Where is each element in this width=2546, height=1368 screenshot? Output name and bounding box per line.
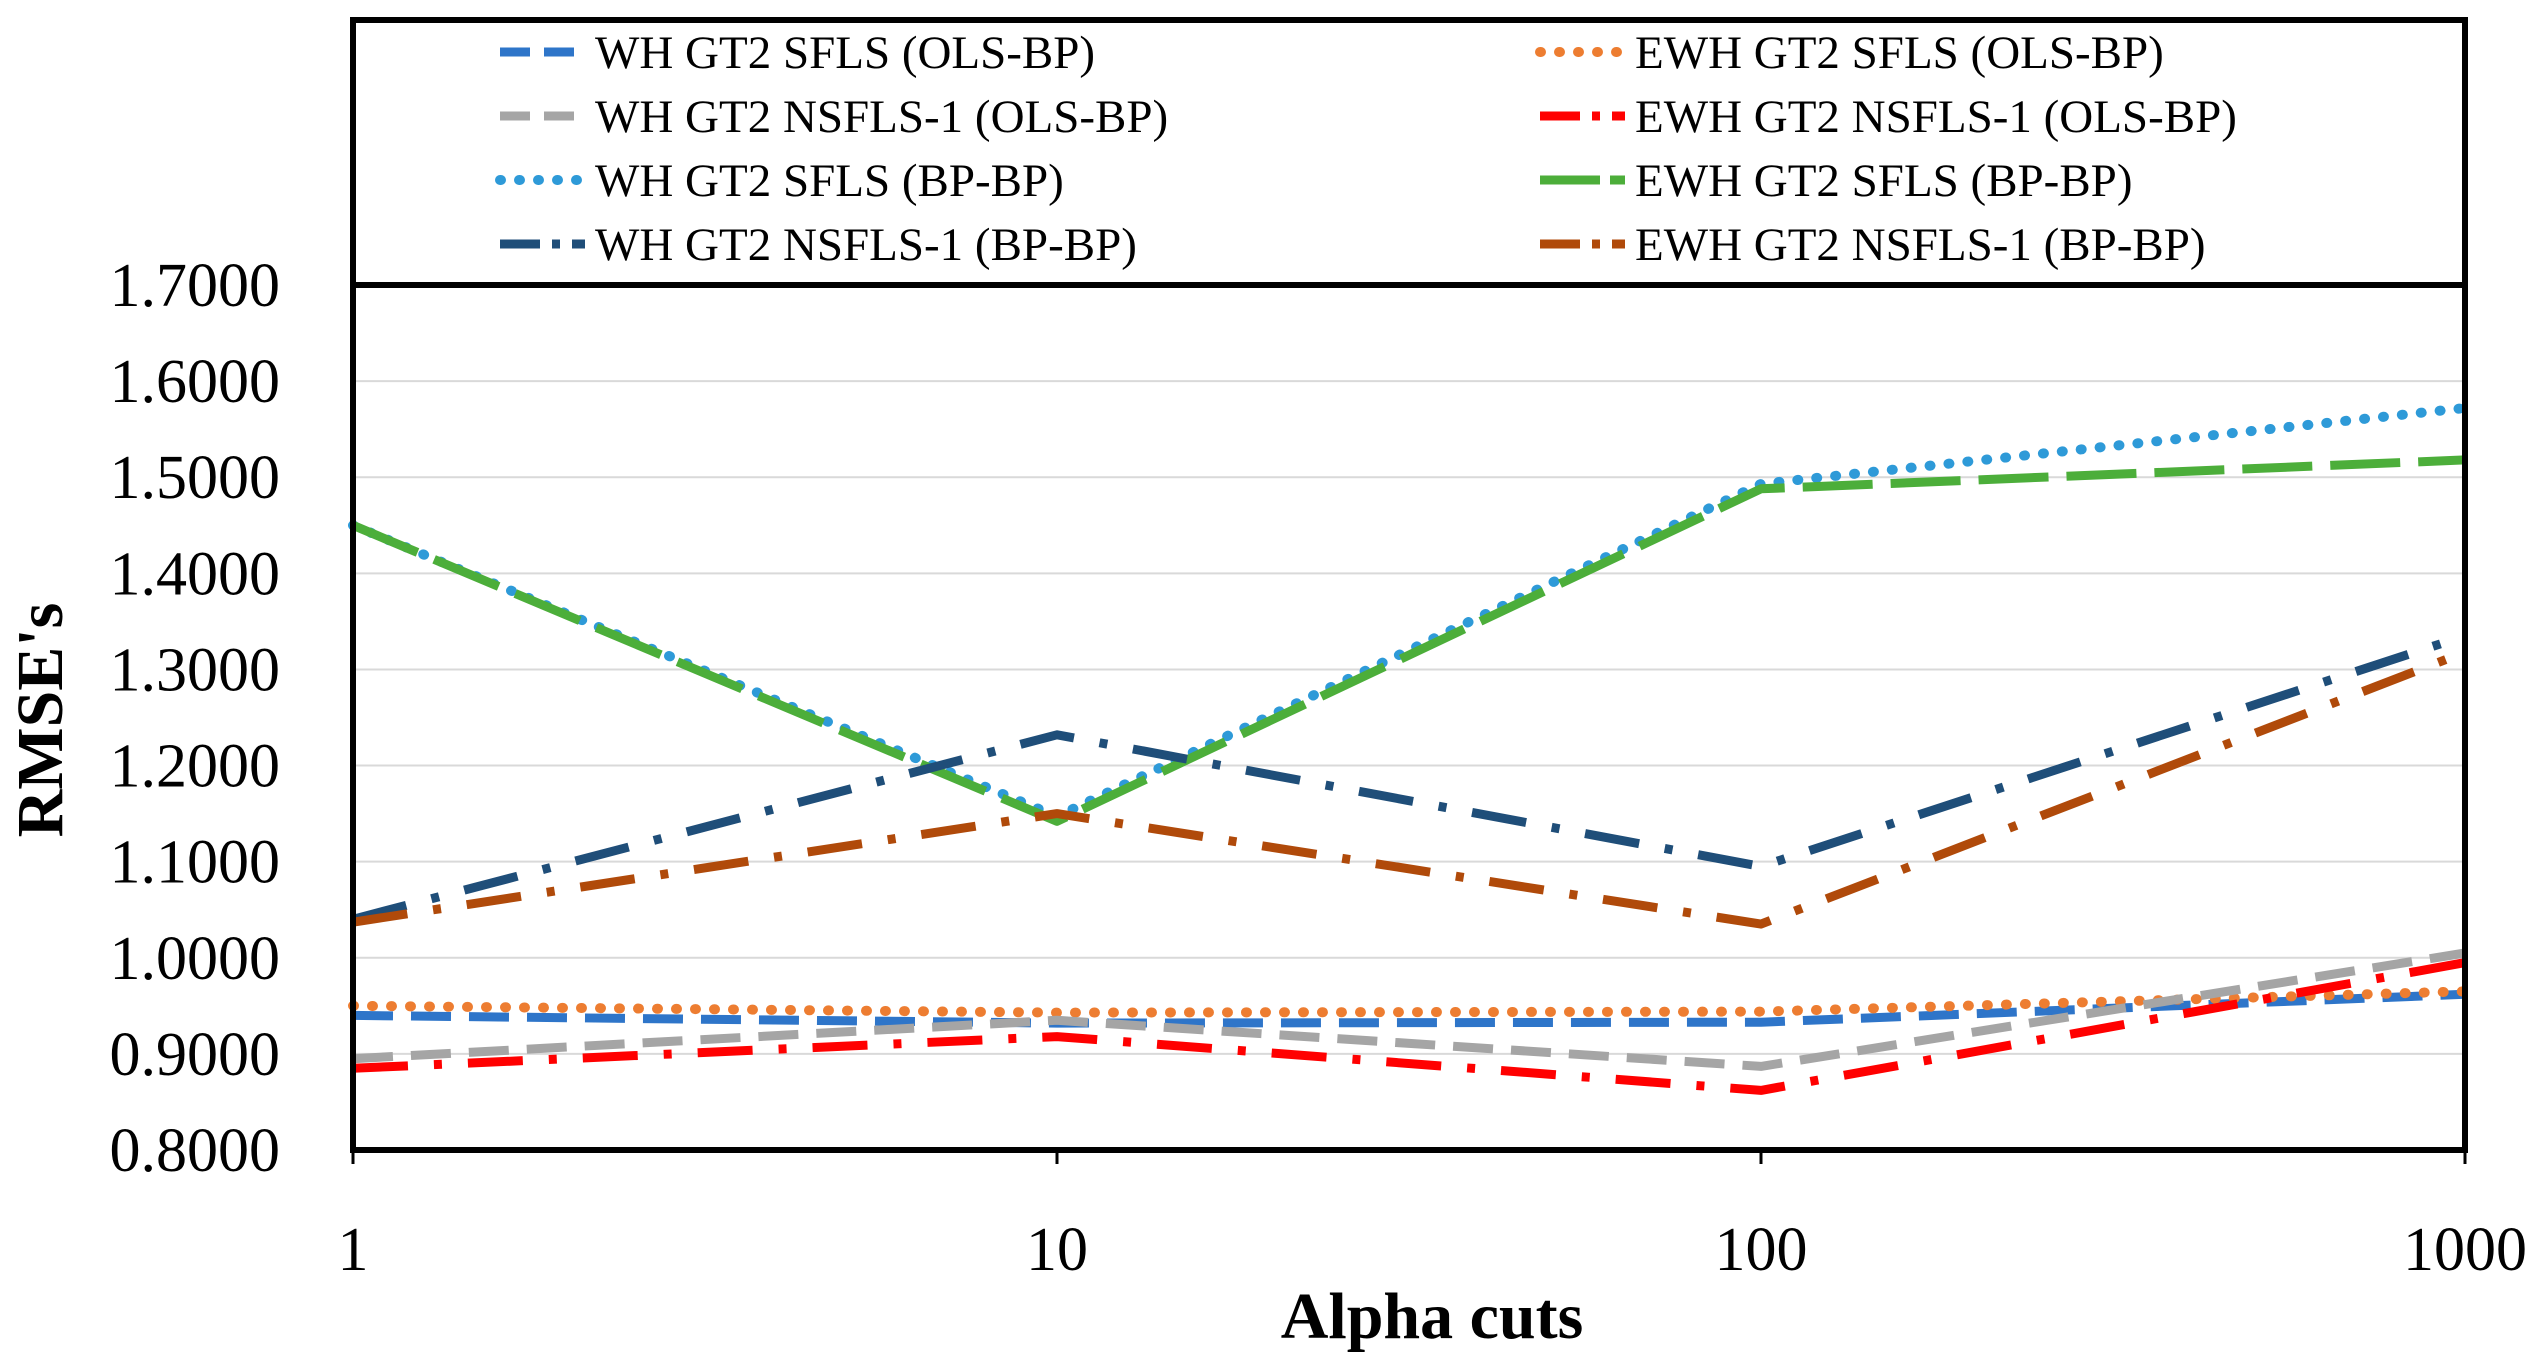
y-tick-label: 1.0000 [110,925,281,993]
legend-item-5: WH GT2 SFLS (BP-BP) [495,155,1064,207]
y-tick-label: 1.7000 [110,252,281,320]
legend-label: EWH GT2 NSFLS-1 (BP-BP) [1635,219,2206,271]
y-tick-label: 1.5000 [110,444,281,512]
series-line-5 [348,403,2470,822]
legend: WH GT2 SFLS (OLS-BP) EWH GT2 SFLS (OLS-BP… [495,27,2237,271]
x-tick-label: 10 [1026,1216,1088,1284]
legend-item-3: WH GT2 NSFLS-1 (OLS-BP) [500,91,1168,143]
series-line-8 [352,647,2467,929]
series-line-3 [352,948,2466,1071]
legend-label: WH GT2 SFLS (BP-BP) [595,155,1064,207]
legend-label: EWH GT2 SFLS (BP-BP) [1635,155,2132,207]
series-line-7 [351,631,2467,924]
x-tick-label: 1 [338,1216,369,1284]
x-tick-label: 100 [1715,1216,1808,1284]
legend-label: WH GT2 SFLS (OLS-BP) [595,27,1095,79]
plot-area-frame [350,282,2468,1153]
legend-label: EWH GT2 SFLS (OLS-BP) [1635,27,2164,79]
series-line-6 [351,455,2466,826]
legend-item-4: EWH GT2 NSFLS-1 (OLS-BP) [1540,91,2237,143]
y-axis: 0.8000 0.9000 1.0000 1.1000 1.2000 1.3000 1.40… [110,252,281,1185]
legend-item-1: WH GT2 SFLS (OLS-BP) [500,27,1095,79]
legend-label: WH GT2 NSFLS-1 (BP-BP) [595,219,1137,271]
y-tick-label: 1.6000 [110,348,281,416]
y-axis-title: RMSE's [4,603,77,838]
legend-label: EWH GT2 NSFLS-1 (OLS-BP) [1635,91,2237,143]
legend-item-6: EWH GT2 SFLS (BP-BP) [1540,155,2132,207]
y-tick-label: 1.1000 [110,829,281,897]
y-tick-label: 0.9000 [110,1021,281,1089]
legend-item-7: WH GT2 NSFLS-1 (BP-BP) [500,219,1137,271]
y-tick-label: 1.3000 [110,636,281,704]
y-tick-label: 1.4000 [110,540,281,608]
series-group [348,403,2470,1095]
legend-label: WH GT2 NSFLS-1 (OLS-BP) [595,91,1168,143]
x-axis-title: Alpha cuts [1281,1280,1584,1353]
x-axis: 1 10 100 1000 [338,1150,2527,1284]
legend-item-2: EWH GT2 SFLS (OLS-BP) [1535,27,2164,79]
gridlines [353,380,2465,1055]
y-tick-label: 0.8000 [110,1117,281,1185]
y-tick-label: 1.2000 [110,733,281,801]
x-tick-label: 1000 [2403,1216,2527,1284]
series-line-1 [352,989,2466,1028]
legend-box [350,17,2468,288]
series-line-4 [352,958,2466,1095]
legend-item-8: EWH GT2 NSFLS-1 (BP-BP) [1540,219,2206,271]
